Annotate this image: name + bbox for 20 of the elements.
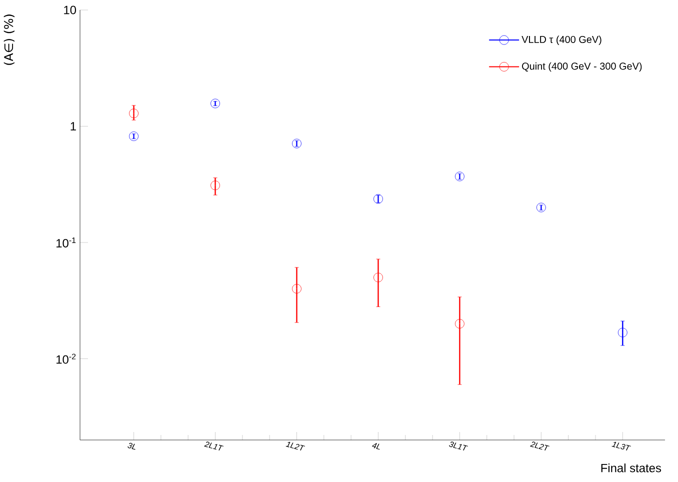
- y-tick-label: 1: [70, 122, 76, 130]
- x-axis-title: Final states: [601, 464, 662, 472]
- y-tick-label: 10: [64, 6, 76, 14]
- legend-label: VLLD τ (400 GeV): [522, 36, 602, 45]
- point: [374, 194, 383, 204]
- point: [210, 98, 220, 108]
- point: [536, 202, 546, 212]
- y-tick-label: 10$^{-1}$: [56, 238, 76, 248]
- y-axis-title: (A∈) (%): [4, 14, 14, 65]
- point: [454, 172, 464, 182]
- point: [374, 272, 383, 282]
- legend-label: Quint (400 GeV - 300 GeV): [522, 62, 642, 72]
- point: [129, 108, 138, 118]
- point: [210, 180, 220, 190]
- point: [618, 328, 628, 338]
- point: [292, 138, 302, 148]
- point: [129, 132, 138, 141]
- point: [292, 284, 302, 294]
- point: [454, 319, 464, 328]
- y-tick-label: 10$^{-2}$: [56, 354, 76, 364]
